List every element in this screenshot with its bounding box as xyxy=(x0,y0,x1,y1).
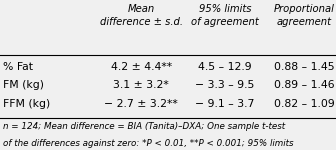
Text: n = 124; Mean difference = BIA (Tanita)–DXA; One sample t-test: n = 124; Mean difference = BIA (Tanita)–… xyxy=(3,122,286,131)
Text: − 9.1 – 3.7: − 9.1 – 3.7 xyxy=(196,99,255,109)
Text: of the differences against zero: *P < 0.01, **P < 0.001; 95% limits: of the differences against zero: *P < 0.… xyxy=(3,140,294,148)
Text: % Fat: % Fat xyxy=(3,62,33,72)
Text: 0.88 – 1.45: 0.88 – 1.45 xyxy=(274,62,334,72)
Text: FM (kg): FM (kg) xyxy=(3,81,44,90)
Text: Mean
difference ± s.d.: Mean difference ± s.d. xyxy=(99,4,183,27)
Text: Proportional
agreement: Proportional agreement xyxy=(274,4,335,27)
Text: 0.89 – 1.46: 0.89 – 1.46 xyxy=(274,81,334,90)
Text: 0.82 – 1.09: 0.82 – 1.09 xyxy=(274,99,334,109)
Text: 4.5 – 12.9: 4.5 – 12.9 xyxy=(198,62,252,72)
Text: − 3.3 – 9.5: − 3.3 – 9.5 xyxy=(196,81,255,90)
Text: 4.2 ± 4.4**: 4.2 ± 4.4** xyxy=(111,62,172,72)
Text: 95% limits
of agreement: 95% limits of agreement xyxy=(191,4,259,27)
Text: FFM (kg): FFM (kg) xyxy=(3,99,51,109)
Text: 3.1 ± 3.2*: 3.1 ± 3.2* xyxy=(113,81,169,90)
Text: − 2.7 ± 3.2**: − 2.7 ± 3.2** xyxy=(104,99,178,109)
